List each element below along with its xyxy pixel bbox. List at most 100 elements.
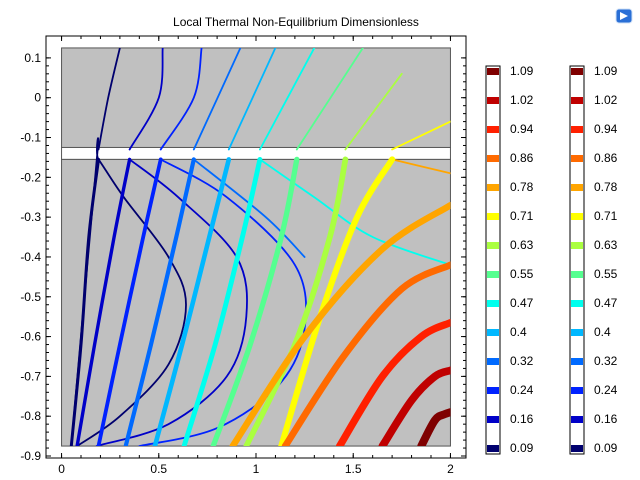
legend-swatch: [571, 242, 583, 249]
legend-swatch: [571, 97, 583, 104]
y-tick-label: -0.8: [20, 409, 41, 423]
legend-label: 0.78: [510, 180, 534, 194]
x-tick-label: 0: [58, 462, 65, 476]
legend-swatch: [571, 126, 583, 133]
legend-swatch: [571, 416, 583, 423]
thick-contour-0.78: [229, 201, 451, 447]
y-tick-label: -0.6: [20, 330, 41, 344]
y-tick-label: -0.1: [20, 131, 41, 145]
x-tick-label: 1.5: [345, 462, 362, 476]
plot-area: [61, 47, 451, 447]
legend-label: 0.94: [594, 122, 618, 136]
thick-contour-0.24: [96, 157, 163, 447]
thin-lines-legend: 1.09 1.02 0.94 0.86 0.78 0.71 0.63 0.55 0.47 0.4 0…: [569, 64, 618, 455]
axes: 0 0.5 1 1.5 2 0.1 0 -0.1 -0.2 -0.3 -0.4 -0.5 -0.6 -0.…: [20, 35, 467, 476]
legend-swatch: [487, 68, 499, 75]
legend-swatch: [571, 445, 583, 452]
legend-label: 0.94: [510, 122, 534, 136]
y-tick-label: 0: [34, 91, 41, 105]
legend-swatch: [487, 387, 499, 394]
legend-swatch: [571, 184, 583, 191]
legend-swatch: [487, 271, 499, 278]
contour-lines: [69, 47, 451, 447]
legend-label: 0.71: [594, 209, 618, 223]
y-tick-label: -0.4: [20, 250, 41, 264]
legend-label: 0.16: [510, 412, 534, 426]
thick-contour-1.09: [417, 408, 451, 447]
thick-contour-0.47: [181, 156, 263, 447]
legend-label: 1.09: [594, 64, 618, 78]
legend-label: 0.55: [594, 267, 618, 281]
chart-title: Local Thermal Non-Equilibrium Dimensionl…: [173, 15, 419, 29]
legend-label: 0.4: [510, 325, 527, 339]
thin-contour-0.16: [95, 158, 248, 447]
legend-label: 0.78: [594, 180, 618, 194]
thin-contour-0.09: [97, 47, 121, 151]
x-tick-label: 1: [253, 462, 260, 476]
y-tick-label: -0.3: [20, 210, 41, 224]
thick-contour-0.86: [281, 261, 451, 447]
legend-bar: [485, 65, 501, 455]
legend-swatch: [487, 97, 499, 104]
thin-contour-0.78: [391, 158, 451, 175]
legend-label: 0.63: [594, 238, 618, 252]
legend-label: 0.16: [594, 412, 618, 426]
app-logo-icon: [615, 8, 633, 24]
thin-contour-0.4: [227, 47, 277, 151]
legend-swatch: [487, 445, 499, 452]
legend-swatch: [571, 271, 583, 278]
thin-contour-0.16: [128, 47, 164, 151]
legend-swatch: [487, 126, 499, 133]
legend-swatch: [487, 300, 499, 307]
legend-swatch: [487, 358, 499, 365]
thick-contour-1.02: [378, 366, 451, 447]
legend-label: 0.63: [510, 238, 534, 252]
y-tick-label: -0.5: [20, 290, 41, 304]
thin-contour-0.32: [192, 47, 242, 151]
thick-lines-legend: 1.09 1.02 0.94 0.86 0.78 0.71 0.63 0.55 0.47 0.4 0…: [485, 64, 534, 455]
legend-label: 1.09: [510, 64, 534, 78]
legend-label: 1.02: [510, 93, 534, 107]
legend-label: 0.09: [594, 441, 618, 455]
legend-label: 0.32: [510, 354, 534, 368]
y-tick-label: 0.1: [24, 51, 41, 65]
thick-contour-0.94: [335, 318, 451, 447]
legend-label: 0.71: [510, 209, 534, 223]
region-upper-block: [61, 47, 451, 148]
legend-label: 1.02: [594, 93, 618, 107]
legend-label: 0.47: [510, 296, 534, 310]
legend-swatch: [571, 358, 583, 365]
y-tick-label: -0.2: [20, 170, 41, 184]
y-tick-label: -0.9: [20, 449, 41, 463]
legend-label: 0.32: [594, 354, 618, 368]
legend-label: 0.09: [510, 441, 534, 455]
legend-swatch: [571, 387, 583, 394]
legend-label: 0.86: [510, 151, 534, 165]
thin-contour-0.24: [159, 47, 203, 151]
legend-swatch: [571, 68, 583, 75]
thick-contour-0.09: [69, 157, 100, 447]
thin-contour-0.55: [295, 47, 364, 151]
legend-swatch: [571, 155, 583, 162]
legend-swatch: [487, 329, 499, 336]
thick-contour-0.55: [210, 156, 300, 447]
legend-label: 0.47: [594, 296, 618, 310]
legends: 1.09 1.02 0.94 0.86 0.78 0.71 0.63 0.55 0.47 0.4 0…: [485, 64, 618, 455]
thin-contour-0.47: [259, 47, 316, 151]
legend-label: 0.86: [594, 151, 618, 165]
thick-contour-0.4: [152, 157, 232, 447]
legend-label: 0.55: [510, 267, 534, 281]
legend-swatch: [571, 300, 583, 307]
thin-contour-0.24: [138, 158, 308, 447]
legend-label: 0.4: [594, 325, 611, 339]
thin-contour-0.32: [192, 158, 306, 258]
thin-contour-0.63: [344, 72, 403, 151]
legend-swatch: [487, 242, 499, 249]
thick-contour-0.16: [75, 157, 132, 447]
thin-contour-0.47: [259, 158, 451, 266]
legend-swatch: [487, 213, 499, 220]
legend-swatch: [487, 416, 499, 423]
legend-bar: [569, 65, 585, 455]
y-tick-label: -0.7: [20, 369, 41, 383]
